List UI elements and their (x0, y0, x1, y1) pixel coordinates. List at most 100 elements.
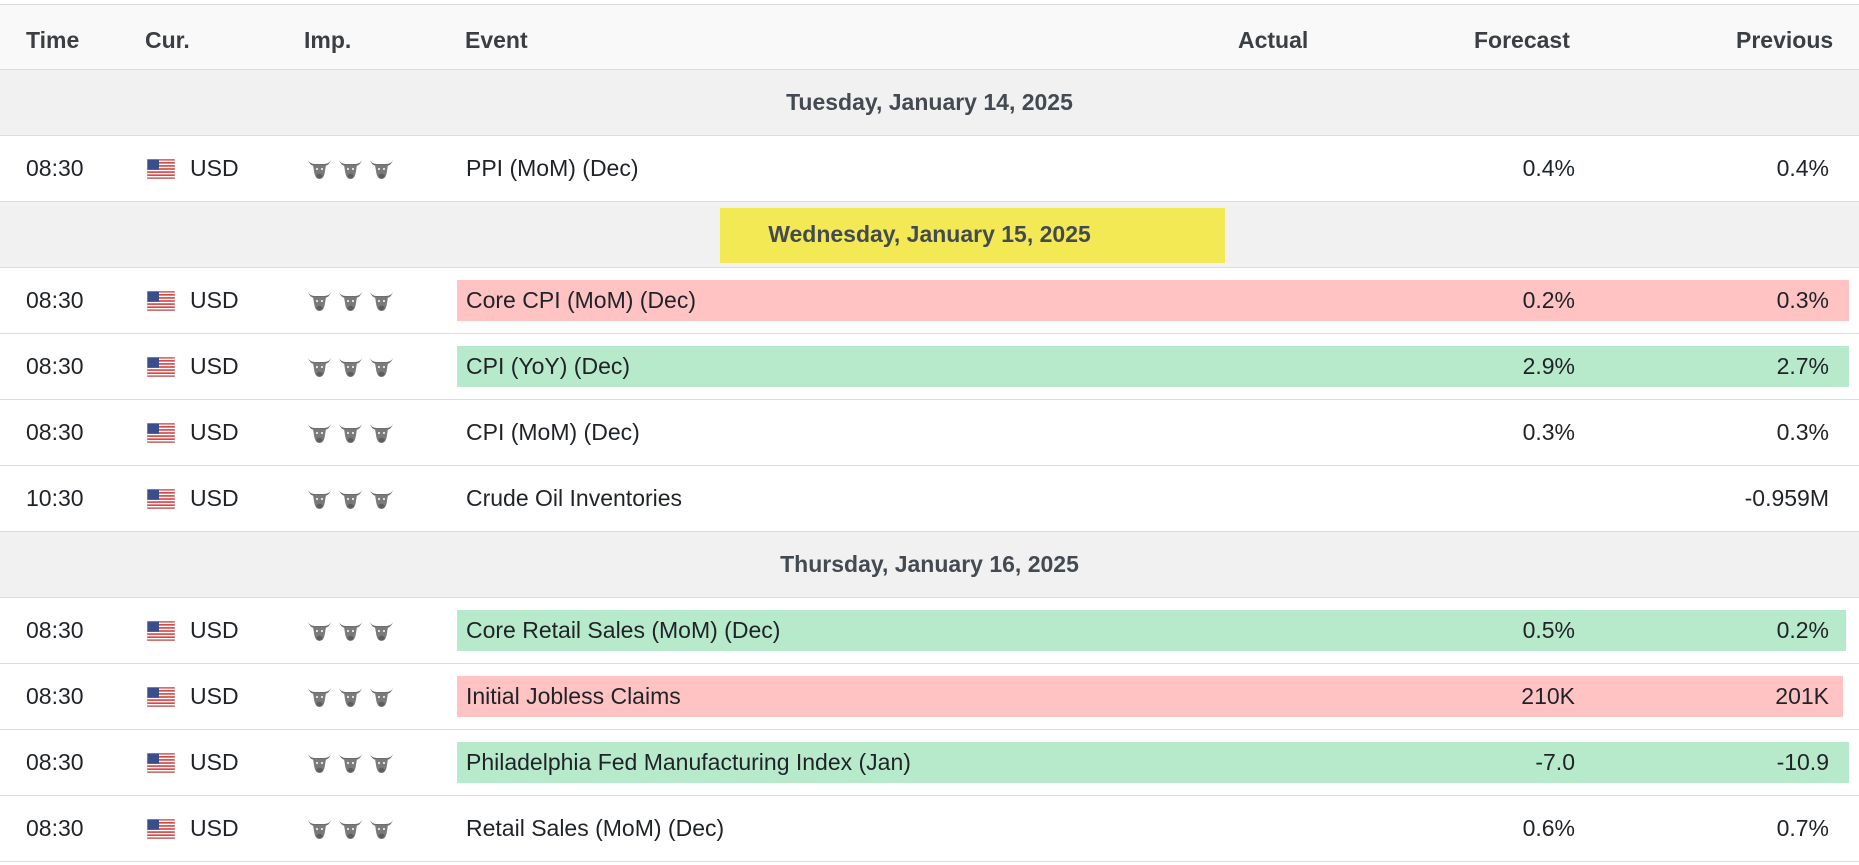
table-row[interactable]: 08:30 USD Retail Sales (MoM) (Dec) 0.6% 0.7% (0, 796, 1859, 862)
event-time: 08:30 (26, 815, 84, 841)
flag-cell (147, 466, 175, 531)
event-time: 10:30 (26, 485, 84, 511)
bull-icon (308, 423, 331, 443)
table-row[interactable]: 08:30 USD Initial Jobless Claims 210K 201K (0, 664, 1859, 730)
event-previous: 2.7% (1776, 353, 1829, 379)
us-flag-icon (147, 422, 175, 443)
bull-icon (370, 753, 393, 773)
header-previous[interactable]: Previous (1736, 27, 1834, 53)
bull-icon (339, 423, 362, 443)
event-time: 08:30 (26, 683, 84, 709)
bull-icon (370, 687, 393, 707)
event-time: 08:30 (26, 353, 84, 379)
event-previous: 0.7% (1776, 815, 1829, 841)
bull-icon (370, 423, 393, 443)
us-flag-icon (147, 752, 175, 773)
bull-icon (339, 357, 362, 377)
event-name[interactable]: PPI (MoM) (Dec) (466, 155, 639, 181)
negative-highlight (457, 280, 1849, 321)
event-name[interactable]: Core Retail Sales (MoM) (Dec) (466, 617, 781, 643)
event-previous: 201K (1775, 683, 1829, 709)
flag-cell (147, 796, 175, 861)
event-name[interactable]: Initial Jobless Claims (466, 683, 681, 709)
bull-icon (339, 291, 362, 311)
event-currency: USD (190, 485, 239, 511)
bull-icon (308, 489, 331, 509)
event-forecast: 0.2% (1522, 287, 1575, 313)
bull-icon (308, 753, 331, 773)
header-actual[interactable]: Actual (1238, 27, 1309, 53)
flag-cell (147, 136, 175, 201)
positive-highlight (457, 346, 1849, 387)
event-name[interactable]: Core CPI (MoM) (Dec) (466, 287, 697, 313)
day-separator: Thursday, January 16, 2025 (0, 532, 1859, 598)
us-flag-icon (147, 686, 175, 707)
event-forecast: 210K (1521, 683, 1575, 709)
importance-cell (307, 598, 400, 663)
negative-highlight (457, 676, 1843, 717)
bull-icon (339, 753, 362, 773)
table-row[interactable]: 08:30 USD PPI (MoM) (Dec) 0.4% 0.4% (0, 136, 1859, 202)
event-previous: 0.3% (1776, 419, 1829, 445)
day-label: Wednesday, January 15, 2025 (768, 221, 1091, 247)
positive-highlight (457, 742, 1849, 783)
event-name[interactable]: CPI (MoM) (Dec) (466, 419, 640, 445)
bull-icon (308, 291, 331, 311)
event-time: 08:30 (26, 155, 84, 181)
header-event[interactable]: Event (465, 27, 528, 53)
table-row[interactable]: 08:30 USD Philadelphia Fed Manufacturing I… (0, 730, 1859, 796)
bull-icon (308, 687, 331, 707)
positive-highlight (457, 610, 1846, 651)
header-currency[interactable]: Cur. (145, 27, 190, 53)
bull-icon (370, 291, 393, 311)
day-label: Thursday, January 16, 2025 (780, 551, 1079, 577)
us-flag-icon (147, 818, 175, 839)
table-row[interactable]: 08:30 USD Core CPI (MoM) (Dec) 0.2% 0.3% (0, 268, 1859, 334)
header-importance[interactable]: Imp. (304, 27, 352, 53)
event-time: 08:30 (26, 287, 84, 313)
table-row[interactable]: 08:30 USD Core Retail Sales (MoM) (Dec) 0.5… (0, 598, 1859, 664)
event-previous: -10.9 (1776, 749, 1829, 775)
event-previous: 0.2% (1776, 617, 1829, 643)
us-flag-icon (147, 290, 175, 311)
flag-cell (147, 664, 175, 729)
bull-icon (370, 159, 393, 179)
table-header: Time Cur. Imp. Event Actual Forecast Pre… (0, 4, 1859, 70)
event-name[interactable]: Crude Oil Inventories (466, 485, 683, 511)
event-currency: USD (190, 749, 239, 775)
event-currency: USD (190, 815, 239, 841)
table-row[interactable]: 10:30 USD Crude Oil Inventories -0.959M (0, 466, 1859, 532)
event-forecast: 0.4% (1522, 155, 1575, 181)
event-currency: USD (190, 617, 239, 643)
importance-cell (307, 268, 400, 333)
us-flag-icon (147, 356, 175, 377)
event-time: 08:30 (26, 617, 84, 643)
importance-cell (307, 664, 400, 729)
header-time[interactable]: Time (26, 27, 80, 53)
event-forecast: 0.3% (1522, 419, 1575, 445)
table-row[interactable]: 08:30 USD CPI (MoM) (Dec) 0.3% 0.3% (0, 400, 1859, 466)
us-flag-icon (147, 620, 175, 641)
bull-icon (370, 621, 393, 641)
event-name[interactable]: CPI (YoY) (Dec) (466, 353, 631, 379)
event-forecast: -7.0 (1535, 749, 1575, 775)
table-row[interactable]: 08:30 USD CPI (YoY) (Dec) 2.9% 2.7% (0, 334, 1859, 400)
flag-cell (147, 268, 175, 333)
flag-cell (147, 598, 175, 663)
event-currency: USD (190, 155, 239, 181)
event-name[interactable]: Philadelphia Fed Manufacturing Index (Ja… (466, 749, 911, 775)
importance-cell (307, 334, 400, 399)
bull-icon (308, 621, 331, 641)
event-currency: USD (190, 287, 239, 313)
event-forecast: 2.9% (1522, 353, 1575, 379)
importance-cell (307, 730, 400, 795)
event-currency: USD (190, 683, 239, 709)
event-name[interactable]: Retail Sales (MoM) (Dec) (466, 815, 725, 841)
header-forecast[interactable]: Forecast (1474, 27, 1570, 53)
event-forecast: 0.6% (1522, 815, 1575, 841)
flag-cell (147, 730, 175, 795)
bull-icon (339, 621, 362, 641)
bull-icon (339, 159, 362, 179)
event-previous: -0.959M (1744, 485, 1829, 511)
